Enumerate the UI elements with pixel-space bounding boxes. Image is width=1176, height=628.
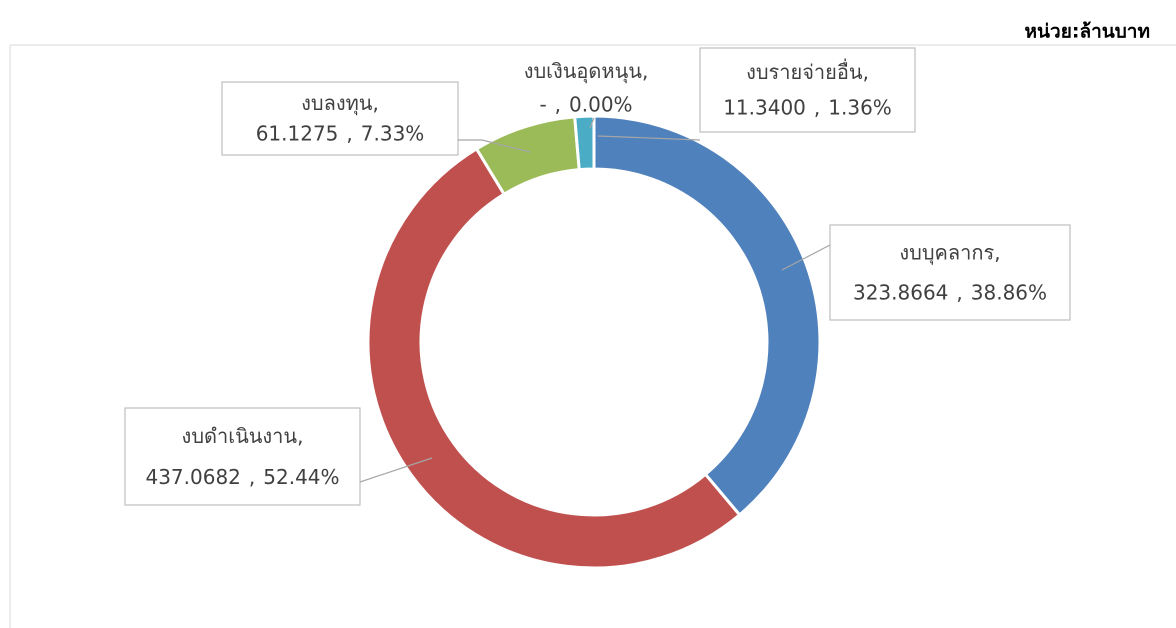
label-box — [829, 224, 1071, 321]
data-label-value: 61.1275, 7.33% — [256, 121, 425, 145]
unit-label: หน่วย:ล้านบาท — [1025, 21, 1150, 43]
data-label-name: งบรายจ่ายอื่น, — [746, 58, 869, 84]
label-box — [221, 81, 459, 156]
category-name: งบเงินอุดหนุน — [524, 59, 643, 84]
percent-label: 7.33% — [361, 121, 425, 145]
leader-line — [781, 244, 831, 271]
separator: , — [346, 121, 352, 145]
value-label: 437.0682 — [145, 464, 240, 488]
value-label: - — [539, 92, 546, 116]
data-label-value: -, 0.00% — [539, 92, 632, 116]
percent-label: 1.36% — [828, 95, 892, 119]
percent-label: 38.86% — [971, 280, 1047, 304]
data-label-name: งบเงินอุดหนุน, — [524, 59, 649, 84]
donut-slice — [366, 146, 742, 570]
data-label-value: 437.0682, 52.44% — [145, 464, 339, 488]
leader-line — [359, 457, 433, 483]
value-label: 11.3400 — [723, 95, 806, 119]
label-box — [699, 47, 916, 133]
separator: , — [642, 59, 648, 83]
category-name: งบบุคลากร — [899, 240, 994, 265]
separator: , — [863, 60, 869, 84]
percent-label: 52.44% — [263, 464, 339, 488]
separator: , — [297, 424, 303, 448]
separator: , — [994, 240, 1000, 264]
separator: , — [956, 280, 962, 304]
donut-slice — [592, 114, 822, 517]
separator: , — [372, 90, 378, 114]
separator: , — [249, 464, 255, 488]
category-name: งบลงทุน — [301, 90, 373, 115]
leader-line — [589, 117, 595, 129]
data-label-name: งบดำเนินงาน, — [182, 424, 304, 448]
donut-slice — [573, 114, 596, 172]
data-label-value: 323.8664, 38.86% — [853, 280, 1047, 304]
value-label: 61.1275 — [256, 121, 339, 145]
value-label: 323.8664 — [853, 280, 948, 304]
separator: , — [814, 95, 820, 119]
category-name: งบรายจ่ายอื่น — [746, 58, 863, 84]
data-label-name: งบบุคลากร, — [899, 240, 1000, 265]
data-label-name: งบลงทุน, — [301, 90, 379, 115]
leader-line — [597, 135, 701, 141]
category-name: งบดำเนินงาน — [182, 424, 298, 448]
data-label-value: 11.3400, 1.36% — [723, 95, 892, 119]
separator: , — [555, 92, 561, 116]
leader-line — [458, 139, 531, 153]
label-box — [124, 407, 361, 506]
percent-label: 0.00% — [569, 92, 633, 116]
